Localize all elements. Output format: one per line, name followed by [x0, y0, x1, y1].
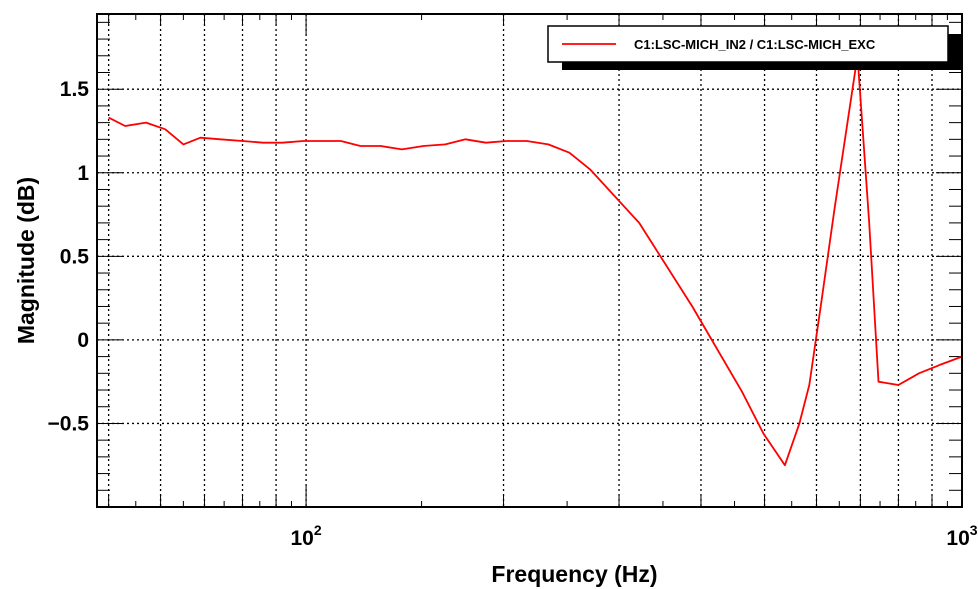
y-axis-title: Magnitude (dB)	[13, 177, 39, 344]
tick-labels: 1.5 1 0.5 0 −0.5 102 103	[48, 78, 978, 550]
series-line	[108, 54, 963, 467]
legend-entry-label: C1:LSC-MICH_IN2 / C1:LSC-MICH_EXC	[634, 37, 876, 52]
y-tick-label: 1	[77, 162, 89, 185]
y-tick-label: −0.5	[48, 412, 90, 435]
y-tick-label: 1.5	[60, 78, 90, 101]
y-tick-label: 0	[77, 329, 89, 352]
series-layer	[108, 54, 963, 467]
y-tick-label: 0.5	[60, 245, 90, 268]
x-tick-label: 103	[946, 522, 977, 550]
x-axis-title: Frequency (Hz)	[491, 561, 657, 587]
legend: C1:LSC-MICH_IN2 / C1:LSC-MICH_EXC	[547, 25, 962, 70]
plot-frame	[96, 13, 963, 508]
x-tick-label: 102	[291, 522, 322, 550]
